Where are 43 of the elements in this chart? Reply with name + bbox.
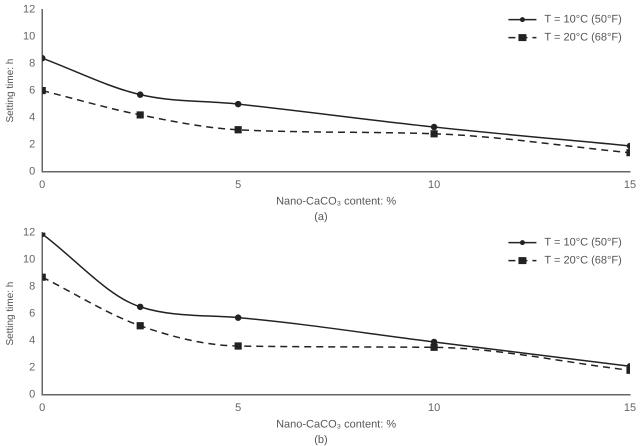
y-tick-label: 2 bbox=[29, 362, 36, 374]
y-tick-label: 4 bbox=[29, 112, 36, 124]
x-tick-label: 15 bbox=[624, 402, 636, 414]
text: (b) bbox=[313, 434, 329, 446]
x-tick-label: 0 bbox=[39, 402, 46, 414]
y-tick-label: 12 bbox=[22, 4, 36, 16]
point bbox=[430, 344, 438, 351]
point bbox=[136, 91, 144, 98]
point bbox=[136, 304, 144, 310]
point bbox=[234, 126, 242, 134]
y-tick-label: 0 bbox=[29, 166, 36, 178]
point bbox=[136, 111, 144, 118]
x-tick-label: 15 bbox=[624, 179, 636, 192]
y-tick-label: 10 bbox=[22, 30, 36, 43]
y-tick-label: 6 bbox=[29, 308, 36, 320]
x-tick-label: 5 bbox=[235, 179, 242, 192]
y-tick-label: 8 bbox=[29, 58, 36, 70]
legend-label: T = 10°C (50°F) bbox=[544, 236, 622, 249]
y-tick-label: 6 bbox=[29, 84, 36, 97]
point bbox=[430, 124, 438, 130]
point bbox=[430, 130, 438, 138]
legend-label: T = 10°C (50°F) bbox=[544, 14, 622, 26]
y-tick-label: 4 bbox=[29, 334, 36, 347]
point bbox=[234, 100, 242, 108]
x-axis-title: Nano-CaCO₃ content: % bbox=[276, 418, 396, 430]
legend-label: T = 20°C (68°F) bbox=[544, 32, 622, 44]
x-tick-label: 10 bbox=[428, 179, 440, 192]
x-tick-label: 5 bbox=[235, 402, 242, 414]
y-tick-label: 10 bbox=[22, 254, 36, 266]
point bbox=[234, 314, 242, 321]
x-tick-label: 0 bbox=[39, 179, 46, 192]
point bbox=[234, 342, 242, 350]
legend-label: T = 20°C (68°F) bbox=[544, 254, 622, 267]
text: (a) bbox=[313, 211, 329, 223]
y-tick-label: 0 bbox=[29, 388, 36, 401]
y-axis-title: Setting time: h bbox=[4, 282, 16, 346]
y-tick-label: 12 bbox=[22, 226, 36, 239]
y-axis-title: Setting time: h bbox=[4, 58, 16, 123]
x-axis-title: Nano-CaCO₃ content: % bbox=[276, 195, 396, 208]
point bbox=[136, 322, 144, 330]
y-tick-label: 8 bbox=[29, 280, 36, 293]
y-tick-label: 2 bbox=[29, 138, 36, 151]
x-tick-label: 10 bbox=[428, 402, 440, 414]
